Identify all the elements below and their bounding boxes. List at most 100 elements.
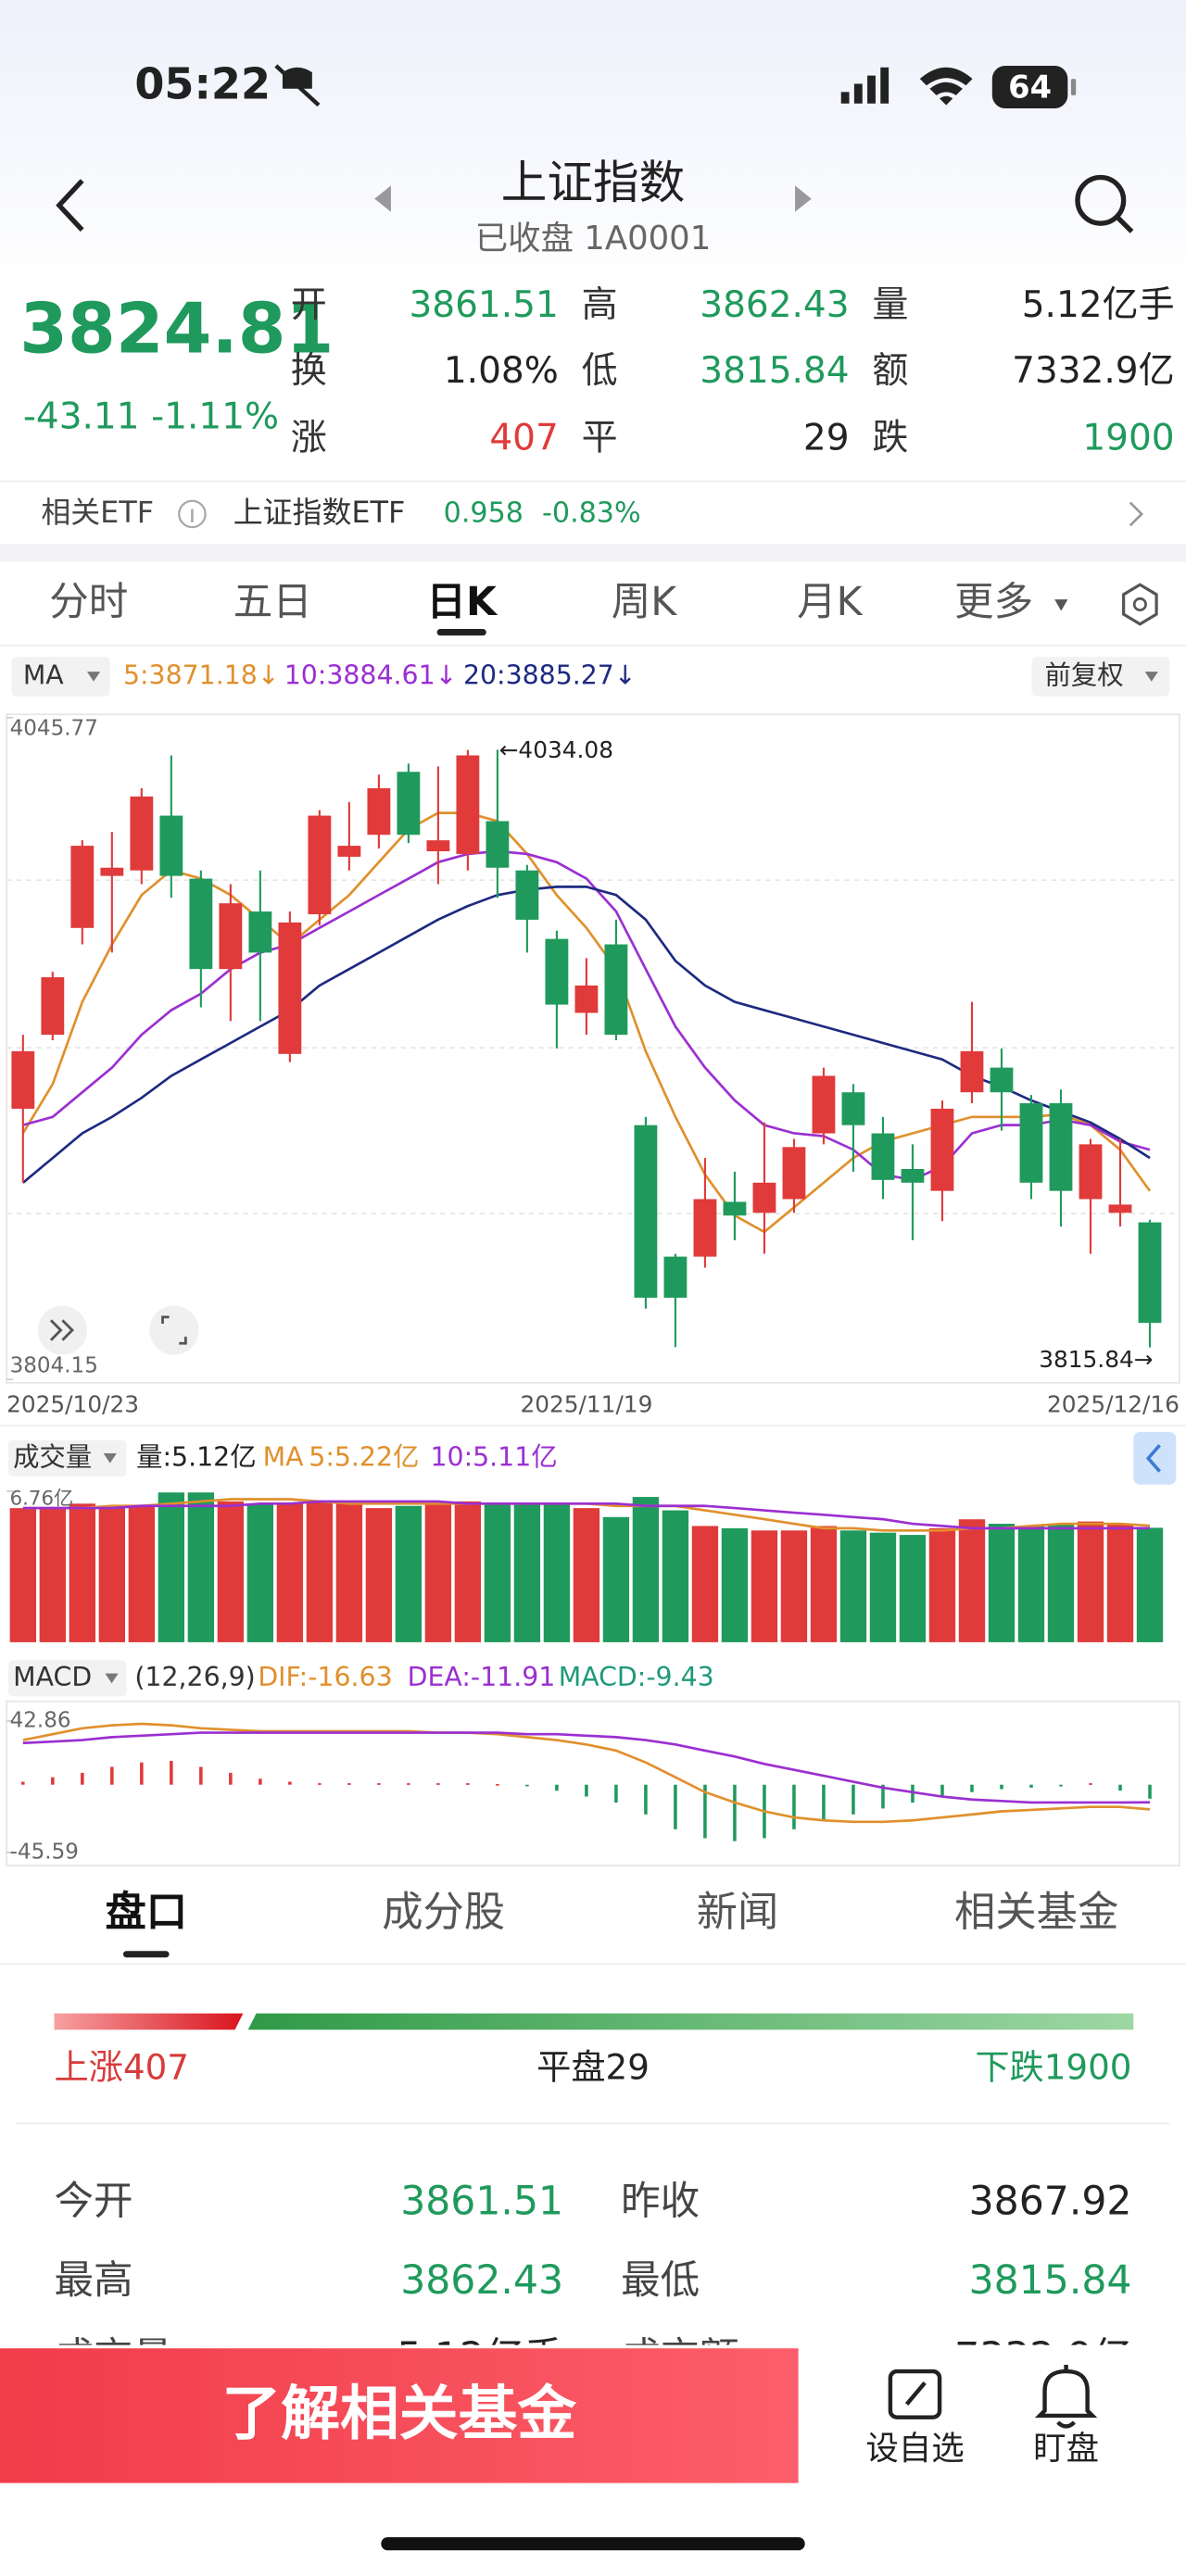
candle-body (219, 903, 243, 970)
candle-body (308, 815, 332, 915)
candle-body (278, 922, 302, 1054)
watchlist-label[interactable]: 设自选 (865, 2430, 964, 2468)
candle-body (515, 870, 539, 920)
macd-bar (259, 1778, 262, 1785)
macd-bar (970, 1784, 974, 1792)
stat-label: 量 (872, 284, 908, 326)
macd-legend: DEA:-11.91 (408, 1662, 556, 1692)
macd-bar (644, 1784, 648, 1815)
prev-index[interactable] (374, 185, 391, 212)
macd-bar (199, 1766, 203, 1785)
volume-bar (988, 1524, 1016, 1642)
volume-bar (869, 1532, 897, 1642)
period-tab[interactable]: 月K (797, 580, 864, 625)
volume-bar (335, 1503, 363, 1642)
tab-underline (122, 1951, 170, 1958)
detail-tab[interactable]: 相关基金 (954, 1889, 1118, 1936)
candle-body (871, 1133, 895, 1180)
monitor-icon[interactable] (1034, 2364, 1098, 2429)
volume-bar (1106, 1524, 1134, 1642)
stat-label: 额 (872, 350, 908, 392)
volume-bar (662, 1510, 689, 1642)
volume-bar (98, 1508, 126, 1642)
macd-bar (81, 1772, 84, 1785)
breadth-flat: 平盘29 (536, 2046, 650, 2087)
macd-bar (496, 1783, 499, 1786)
volume-bar (513, 1503, 541, 1642)
macd-bar (347, 1783, 351, 1785)
breadth-up-bar (54, 2013, 244, 2030)
macd-bar (852, 1784, 855, 1815)
detail-tab[interactable]: 新闻 (697, 1889, 779, 1936)
indicator-selector[interactable] (7, 1660, 127, 1697)
volume-bar (780, 1530, 808, 1642)
candle-body (663, 1256, 688, 1298)
stat-value: 1900 (1082, 418, 1174, 459)
macd-bar (318, 1783, 322, 1785)
candle-body (545, 938, 569, 1005)
candle-body (367, 787, 391, 836)
info-icon[interactable] (178, 499, 207, 529)
period-tab[interactable]: 日K (426, 580, 498, 625)
macd-bar (792, 1784, 796, 1829)
period-tab[interactable]: 五日 (233, 580, 312, 625)
settings-icon[interactable] (1122, 583, 1158, 626)
cta-button[interactable] (0, 2348, 799, 2483)
ma-selector[interactable] (11, 657, 110, 697)
volume-bar (958, 1519, 986, 1642)
macd-bar (1000, 1784, 1003, 1790)
volume-bar (573, 1508, 600, 1642)
y-tick-label: 4045.77 (10, 717, 98, 741)
side-panel-toggle[interactable] (1133, 1431, 1177, 1485)
macd-bar (1059, 1784, 1063, 1787)
candle-body (990, 1067, 1014, 1093)
detail-label: 最低 (621, 2258, 700, 2304)
period-tab[interactable]: 周K (612, 580, 678, 625)
kline-guides (6, 879, 1180, 1215)
caret (1144, 672, 1158, 682)
volume-chart: 6.76亿 (6, 1488, 1164, 1642)
volume-bar (810, 1526, 838, 1642)
candle-body (752, 1182, 776, 1213)
stat-value: 1.08% (444, 350, 559, 392)
macd-bar (436, 1783, 440, 1785)
detail-value: 3815.84 (969, 2258, 1132, 2304)
macd-chart: -45.59 42.86 (6, 1709, 1152, 1864)
macd-bar (466, 1783, 470, 1785)
etf-name[interactable]: 上证指数ETF (233, 495, 406, 530)
candle-body (11, 1050, 35, 1109)
watchlist-icon[interactable] (888, 2369, 942, 2419)
next-index[interactable] (795, 185, 812, 212)
detail-tabs: 盘口 成分股 新闻 相关基金 (105, 1889, 1118, 1936)
volume-ma-label: MA (263, 1441, 304, 1472)
low-annotation: 3815.84→ (1039, 1346, 1153, 1373)
detail-tab[interactable]: 成分股 (382, 1889, 505, 1936)
volume-bar (246, 1503, 274, 1642)
breadth-down-bar (247, 2013, 1134, 2030)
candle-body (812, 1075, 836, 1134)
macd-bar (110, 1766, 114, 1785)
adjust-selector[interactable] (1031, 657, 1170, 697)
search-button[interactable] (1075, 174, 1134, 233)
etf-chevron[interactable] (1129, 501, 1144, 527)
breadth-down: 下跌1900 (975, 2046, 1131, 2087)
indicator-selector[interactable] (7, 1439, 127, 1476)
period-tab[interactable]: 分时 (49, 580, 128, 625)
candle-body (426, 840, 450, 851)
kline-tools[interactable] (37, 1305, 199, 1355)
back-button[interactable] (56, 179, 84, 232)
stat-value: 29 (803, 418, 850, 459)
stat-label: 开 (291, 284, 327, 326)
detail-tab[interactable]: 盘口 (105, 1889, 187, 1936)
volume-bar (39, 1508, 67, 1642)
stat-label: 平 (582, 418, 618, 459)
period-tab[interactable]: 更多 (954, 580, 1033, 625)
volume-bar (306, 1501, 334, 1642)
kline-chart: 3804.15 4045.77 2025/10/23 2025/11/19 2025/1… (6, 717, 1180, 1418)
page-subtitle: 已收盘 1A0001 (475, 220, 712, 258)
stat-label: 跌 (872, 418, 908, 459)
x-tick-label: 2025/10/23 (6, 1391, 139, 1418)
monitor-label[interactable]: 盯盘 (1033, 2430, 1099, 2468)
macd-bar (822, 1784, 826, 1821)
